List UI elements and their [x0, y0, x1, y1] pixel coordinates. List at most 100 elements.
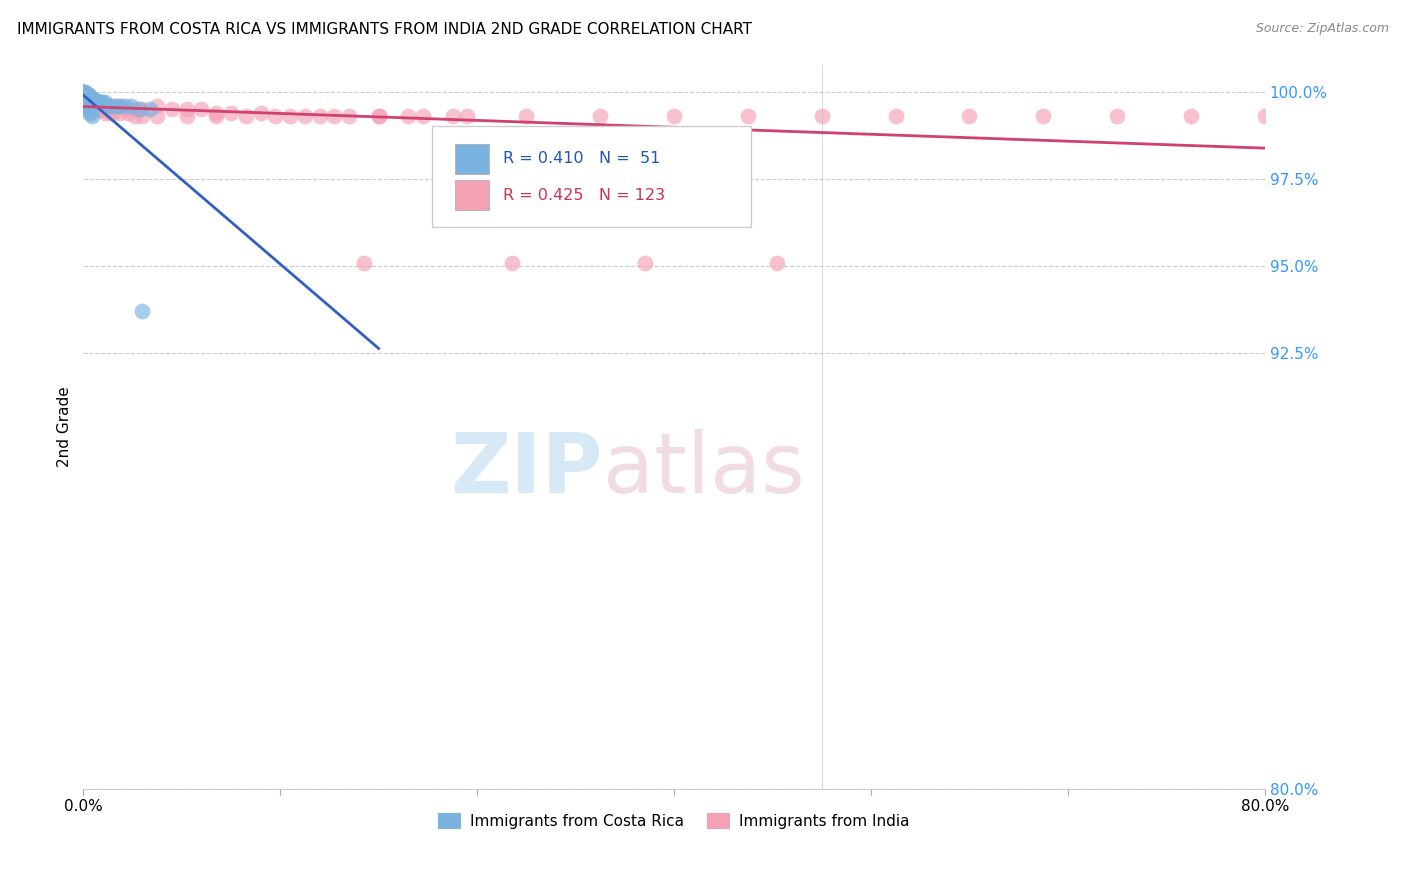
- Point: [82, 95, 104, 110]
- Point: [72, 85, 94, 99]
- Point: [87, 95, 110, 110]
- Point: [73, 85, 96, 99]
- Point: [176, 109, 198, 123]
- Point: [1298, 109, 1320, 123]
- Point: [76, 95, 98, 110]
- Point: [98, 105, 121, 120]
- Point: [353, 255, 375, 269]
- Point: [190, 103, 212, 117]
- Point: [77, 92, 100, 106]
- Point: [73, 92, 96, 106]
- Point: [72, 99, 94, 113]
- Point: [94, 105, 117, 120]
- Point: [72, 85, 94, 99]
- Point: [72, 88, 94, 103]
- Point: [73, 88, 96, 103]
- Point: [84, 99, 107, 113]
- Text: R = 0.410   N =  51: R = 0.410 N = 51: [503, 152, 661, 167]
- Point: [83, 99, 105, 113]
- Point: [73, 85, 96, 99]
- Point: [73, 92, 96, 106]
- Point: [75, 95, 97, 110]
- Point: [249, 105, 271, 120]
- Point: [176, 103, 198, 117]
- Point: [79, 92, 101, 106]
- Point: [82, 92, 104, 106]
- Point: [79, 95, 101, 110]
- Point: [94, 99, 117, 113]
- Point: [79, 92, 101, 106]
- Point: [205, 105, 228, 120]
- Point: [73, 88, 96, 103]
- Point: [72, 95, 94, 110]
- Point: [139, 103, 162, 117]
- Point: [1284, 109, 1306, 123]
- Point: [89, 103, 111, 117]
- Point: [75, 92, 97, 106]
- FancyBboxPatch shape: [432, 126, 751, 227]
- Point: [662, 109, 685, 123]
- Point: [766, 255, 789, 269]
- Point: [73, 92, 96, 106]
- Point: [101, 105, 124, 120]
- Point: [367, 109, 389, 123]
- Point: [77, 99, 100, 113]
- Point: [73, 92, 96, 106]
- Point: [76, 92, 98, 106]
- Point: [82, 109, 104, 123]
- Point: [1107, 109, 1129, 123]
- Point: [72, 92, 94, 106]
- Point: [72, 92, 94, 106]
- Point: [367, 109, 389, 123]
- Point: [84, 95, 107, 110]
- Point: [72, 85, 94, 99]
- Point: [84, 99, 107, 113]
- Bar: [456, 180, 488, 211]
- Point: [633, 255, 655, 269]
- Point: [73, 95, 96, 110]
- Point: [77, 105, 100, 120]
- Point: [94, 95, 117, 110]
- Point: [79, 92, 101, 106]
- Point: [83, 95, 105, 110]
- Point: [73, 88, 96, 103]
- Text: atlas: atlas: [603, 429, 806, 510]
- Point: [75, 88, 97, 103]
- Point: [1254, 109, 1277, 123]
- Point: [110, 99, 132, 113]
- Point: [73, 95, 96, 110]
- Point: [90, 95, 112, 110]
- Point: [77, 88, 100, 103]
- Point: [501, 255, 523, 269]
- Point: [77, 95, 100, 110]
- Point: [73, 88, 96, 103]
- Point: [124, 109, 146, 123]
- Point: [72, 92, 94, 106]
- Point: [79, 99, 101, 113]
- Point: [90, 103, 112, 117]
- Point: [396, 109, 419, 123]
- Point: [90, 99, 112, 113]
- Point: [79, 95, 101, 110]
- Point: [72, 85, 94, 99]
- Text: ZIP: ZIP: [451, 429, 603, 510]
- Point: [83, 92, 105, 106]
- Point: [1032, 109, 1054, 123]
- Point: [131, 109, 153, 123]
- Point: [515, 109, 537, 123]
- Point: [77, 88, 100, 103]
- Point: [75, 88, 97, 103]
- Point: [91, 99, 114, 113]
- Point: [308, 109, 330, 123]
- Point: [235, 109, 257, 123]
- Point: [110, 105, 132, 120]
- Point: [75, 99, 97, 113]
- Point: [72, 85, 94, 99]
- Point: [72, 88, 94, 103]
- Point: [89, 95, 111, 110]
- Point: [131, 304, 153, 318]
- Point: [100, 99, 122, 113]
- Point: [72, 92, 94, 106]
- Point: [120, 99, 142, 113]
- Point: [73, 95, 96, 110]
